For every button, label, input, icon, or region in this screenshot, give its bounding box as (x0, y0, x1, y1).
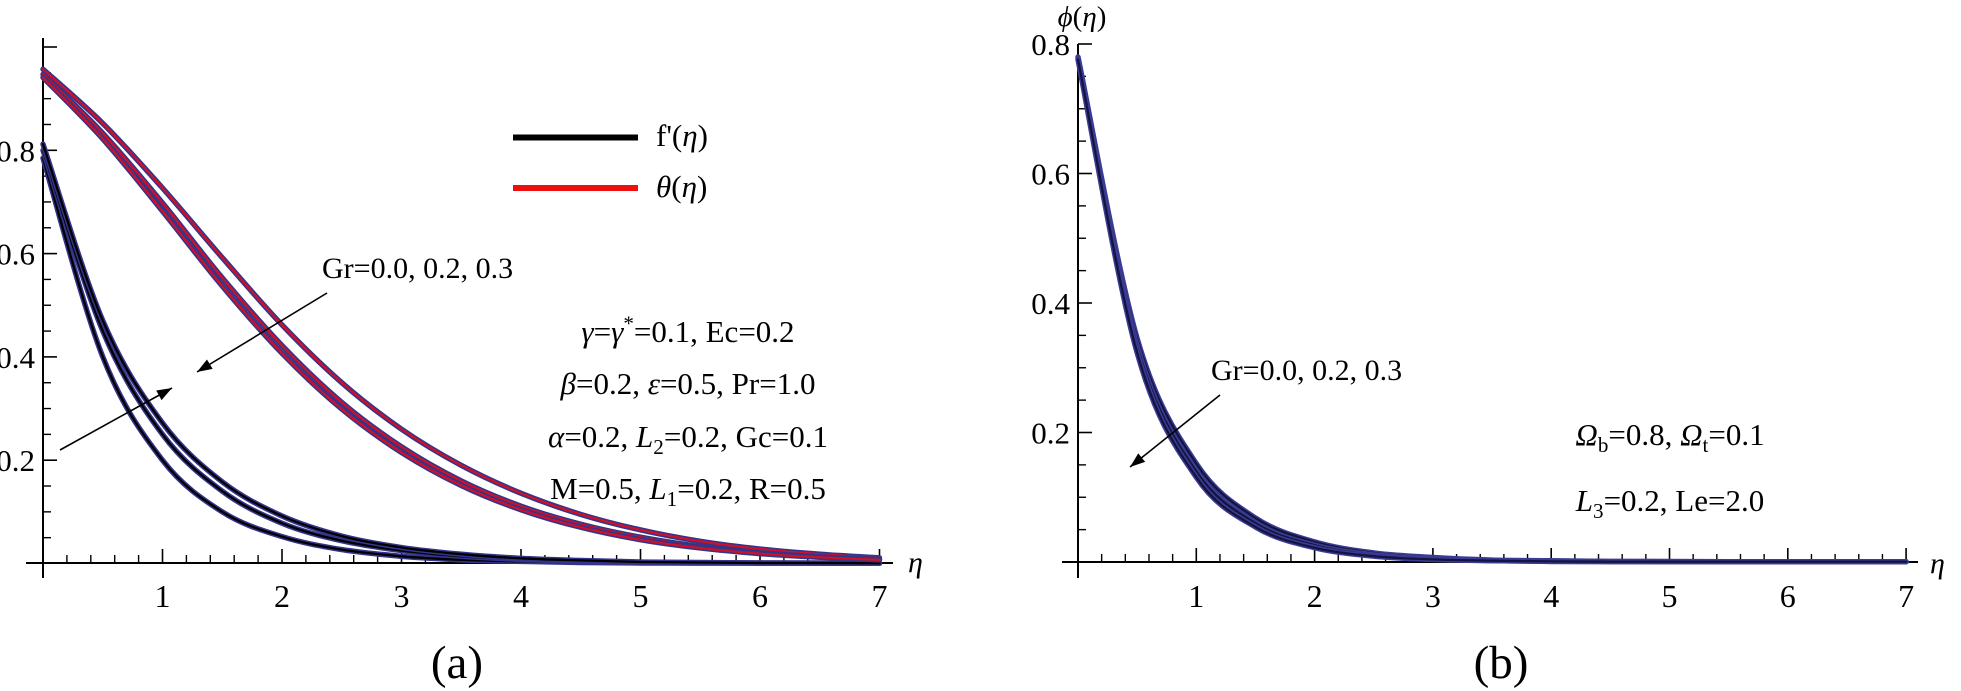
curve-theta-gr0-core (41, 68, 881, 559)
param-line-a-2: β=0.2, ε=0.5, Pr=1.0 (560, 366, 816, 401)
x-tick-label-b-1: 1 (1188, 578, 1204, 614)
caption-b: (b) (1473, 637, 1529, 689)
curve-f-prime-gr0.3-core (41, 142, 881, 565)
x-tick-label-a-4: 4 (513, 578, 529, 614)
param-line-a-3: α=0.2, L2=0.2, Gc=0.1 (548, 419, 828, 460)
curve-theta-gr0.3-core (41, 76, 881, 562)
annotation-gr-b: Gr=0.0, 0.2, 0.3 (1211, 354, 1403, 387)
x-tick-label-b-2: 2 (1307, 578, 1323, 614)
annotation-gr-a: Gr=0.0, 0.2, 0.3 (322, 252, 514, 285)
annotation-arrow-b-1-shaft (1129, 394, 1221, 468)
x-tick-label-b-4: 4 (1543, 578, 1559, 614)
y-axis-label-b: ϕ(η) (1057, 1, 1107, 33)
annotation-arrow-a-1-head (197, 359, 213, 372)
x-tick-label-a-3: 3 (394, 578, 410, 614)
param-line-a-1: γ=γ*=0.1, Ec=0.2 (581, 311, 795, 349)
x-tick-label-a-2: 2 (274, 578, 290, 614)
x-axis-label-b: η (1930, 547, 1945, 580)
x-tick-label-a-1: 1 (155, 578, 171, 614)
y-tick-label-a-0.8: 0.8 (0, 133, 35, 168)
y-tick-label-a-0.6: 0.6 (0, 237, 35, 272)
param-line-a-4: M=0.5, L1=0.2, R=0.5 (550, 471, 826, 512)
x-tick-label-b-5: 5 (1662, 578, 1678, 614)
x-tick-label-a-5: 5 (633, 578, 649, 614)
annotation-arrow-a-1-shaft (196, 292, 328, 373)
y-tick-label-b-0.4: 0.4 (1031, 286, 1070, 321)
y-tick-label-b-0.8: 0.8 (1031, 27, 1070, 62)
x-tick-label-a-7: 7 (872, 578, 888, 614)
x-tick-label-a-6: 6 (752, 578, 768, 614)
curve-phi-gr0.3-core (1076, 58, 1908, 563)
y-tick-label-a-0.2: 0.2 (0, 443, 35, 478)
param-line-b-2: L3=0.2, Le=2.0 (1575, 483, 1765, 524)
param-line-b-1: Ωb=0.8, Ωt=0.1 (1575, 417, 1765, 458)
x-axis-label-a: η (908, 546, 923, 579)
annotation-arrow-a-2-head (156, 388, 172, 401)
y-tick-label-b-0.6: 0.6 (1031, 157, 1070, 192)
y-tick-label-b-0.2: 0.2 (1031, 416, 1070, 451)
annotation-arrow-a-2-shaft (59, 387, 173, 451)
annotation-arrow-b-1-head (1130, 453, 1146, 467)
legend-label-f-prime: f'(η) (656, 118, 708, 153)
legend-label-theta: θ(η) (656, 169, 708, 204)
x-tick-label-b-3: 3 (1425, 578, 1441, 614)
caption-a: (a) (430, 637, 484, 689)
y-tick-label-a-0.4: 0.4 (0, 340, 36, 375)
x-tick-label-b-7: 7 (1898, 578, 1914, 614)
x-tick-label-b-6: 6 (1780, 578, 1796, 614)
